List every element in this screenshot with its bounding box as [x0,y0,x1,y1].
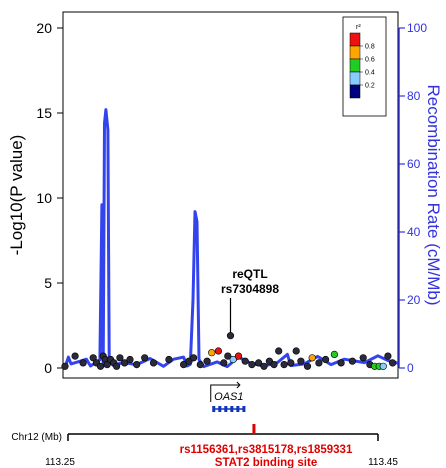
snp-point [379,362,387,370]
gene-exon [230,406,234,412]
snp-point [103,361,111,369]
plot-frame [62,11,399,379]
gene-label-oas1: OAS1 [214,391,243,403]
snp-point [208,349,216,357]
reqtl-snp-label: rs7304898 [221,282,279,296]
snp-point [308,354,316,362]
left-tick-label: 10 [36,190,52,206]
snp-point [384,352,392,360]
snp-point [348,357,357,365]
legend-label: 0.6 [365,57,375,64]
left-tick-label: 20 [36,20,52,36]
right-tick-label: 60 [407,157,421,171]
snp-point [89,354,97,362]
gene-track: OAS1 [210,381,246,412]
snp-point [226,332,235,340]
legend-swatch [349,45,361,60]
snp-point [214,347,222,355]
right-tick-label: 40 [407,225,421,239]
legend-label: 0.2 [365,83,375,90]
snp-point [322,355,330,364]
legend-box [342,16,387,117]
snp-point [337,359,345,367]
left-tick-label: 5 [44,275,52,291]
snp-point [241,357,249,365]
gene-direction-arrow [210,381,241,402]
legend-swatch [349,84,361,99]
snp-point [112,362,121,370]
snp-point [255,359,263,367]
snp-point [203,357,211,365]
r2-legend: r² 0.8 0.6 0.4 0.2 [342,16,387,117]
snp-point [96,362,105,370]
x-tick-113-25: 113.25 [45,457,75,468]
snp-point [141,354,149,362]
legend-label: 0.8 [365,44,375,51]
right-tick-label: 0 [407,361,414,375]
snp-point [275,347,283,355]
right-tick-label: 80 [407,89,421,103]
snp-point [260,362,268,370]
snp-point [315,359,323,367]
snp-point [149,359,158,367]
gene-exon [218,406,222,412]
snp-points [61,332,397,370]
snp-point [61,362,69,370]
snp-point [297,357,305,365]
snp-point [229,355,237,364]
right-y-axis-label: Recombination Rate (cM/Mb) [424,84,443,305]
left-tick-label: 15 [36,105,52,121]
stat2-binding-site-label: STAT2 binding site [215,457,317,468]
snp-point [133,361,141,369]
snp-point [389,359,397,367]
snp-point [330,350,339,359]
snp-point [303,362,312,370]
reqtl-label: reQTL [232,267,267,281]
snp-point [287,359,295,367]
gene-exon [224,406,228,412]
snp-point [292,347,300,355]
legend-swatch [349,58,361,73]
legend-title: r² [356,24,361,31]
snp-point [248,361,256,369]
snp-point [224,352,232,360]
highlight-snps-label: rs1156361,rs3815178,rs1859331 [180,444,353,456]
left-y-ticks: 0 5 10 15 20 [36,20,63,376]
legend-label: 0.4 [365,70,375,77]
snp-point [220,359,228,367]
snp-point [116,354,124,362]
x-tick-113-45: 113.45 [368,457,398,468]
snp-point [234,352,243,360]
snp-point [359,354,367,362]
right-tick-label: 20 [407,293,421,307]
snp-point [180,361,188,369]
snp-point [190,354,198,362]
right-tick-label: 100 [407,21,427,35]
chromosome-axis: Chr12 (Mb) 113.25 113.45 rs1156361,rs381… [11,424,398,468]
snp-point [126,355,134,364]
snp-point [71,352,79,360]
snp-point [79,359,87,367]
legend-swatch [349,32,361,47]
legend-swatch [349,71,361,86]
snp-point [196,361,204,369]
gene-exon [236,406,240,412]
snp-point [280,361,288,369]
right-y-ticks: 0 20 40 60 80 100 [399,21,427,375]
gene-exon [242,406,246,412]
snp-point [270,361,278,369]
snp-point [120,359,129,367]
left-tick-label: 0 [44,360,52,376]
y-axis-label: -Log10(P value) [7,135,26,256]
chromosome-label: Chr12 (Mb) [11,432,62,443]
gene-exon [212,406,216,412]
snp-point [165,355,173,364]
